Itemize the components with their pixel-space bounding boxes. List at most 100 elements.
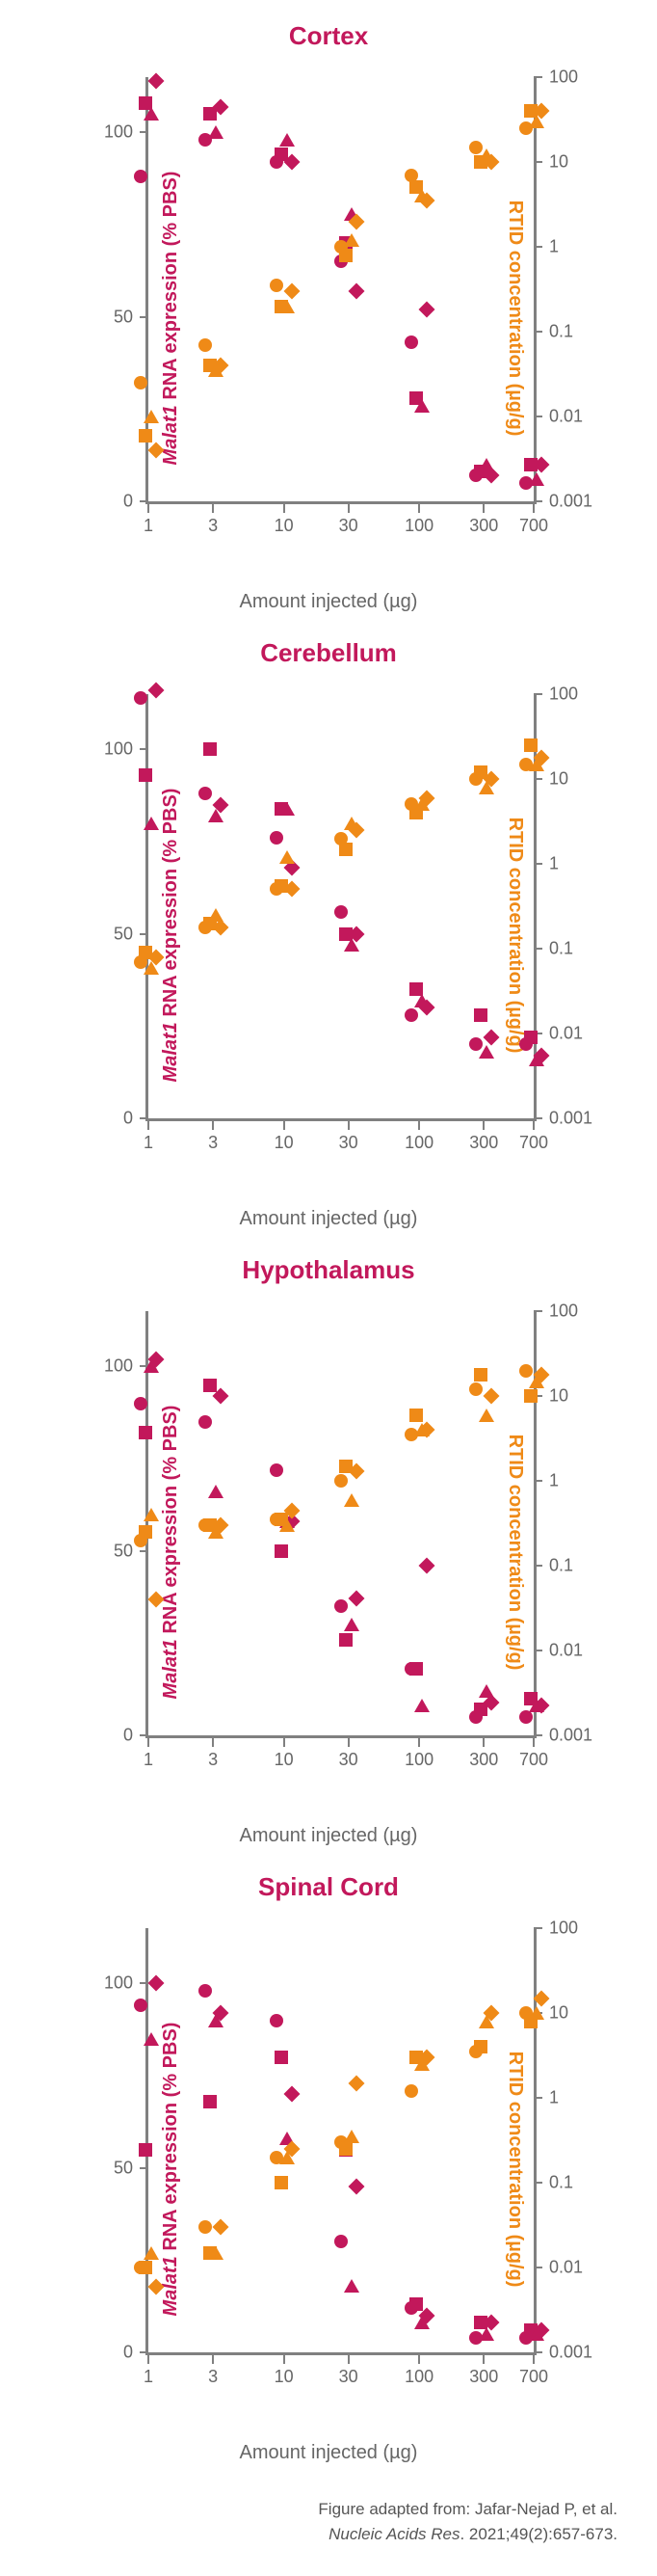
x-tick-label: 30 <box>339 516 358 536</box>
malat1-point <box>479 1045 494 1059</box>
malat1-point <box>139 768 152 782</box>
axes-frame: 1310301003007000501000.0010.010.1110100 <box>145 1928 537 2355</box>
x-tick-label: 300 <box>469 1133 498 1153</box>
plot-area: 1310301003007000501000.0010.010.1110100 <box>145 1928 531 2352</box>
malat1-point <box>529 472 544 486</box>
malat1-point <box>148 683 165 699</box>
y-right-tick-label: 0.01 <box>549 407 583 427</box>
x-tick-label: 100 <box>405 1750 434 1770</box>
malat1-point <box>409 2297 423 2311</box>
x-tick-label: 10 <box>275 1750 294 1770</box>
malat1-point <box>198 1984 212 1998</box>
rtid-point <box>479 1409 494 1422</box>
malat1-point <box>484 1029 500 1045</box>
y-left-tick-label: 50 <box>114 307 133 327</box>
rtid-point <box>344 233 359 247</box>
rtid-point <box>139 1525 152 1539</box>
malat1-point <box>203 2095 217 2108</box>
x-tick-label: 3 <box>208 516 218 536</box>
chart-hypothalamus: HypothalamusMalat1 RNA expression (% PBS… <box>39 1263 618 1841</box>
x-tick-label: 700 <box>519 1750 548 1770</box>
malat1-point <box>148 72 165 89</box>
y-right-tick-label: 10 <box>549 152 568 173</box>
axes-frame: 1310301003007000501000.0010.010.1110100 <box>145 77 537 504</box>
y-left-tick-label: 0 <box>123 492 133 512</box>
rtid-point <box>283 283 300 300</box>
plot-area: 1310301003007000501000.0010.010.1110100 <box>145 694 531 1118</box>
axes-frame: 1310301003007000501000.0010.010.1110100 <box>145 694 537 1121</box>
x-tick-label: 1 <box>144 1133 153 1153</box>
y-right-tick-label: 0.001 <box>549 492 592 512</box>
x-tick-label: 300 <box>469 516 498 536</box>
malat1-point <box>414 1699 430 1712</box>
x-tick-label: 1 <box>144 1750 153 1770</box>
rtid-point <box>198 338 212 352</box>
malat1-point <box>339 1633 353 1647</box>
malat1-point <box>144 817 159 830</box>
y-right-tick-label: 0.01 <box>549 1024 583 1044</box>
malat1-point <box>524 1031 538 1044</box>
rtid-point <box>405 2084 418 2098</box>
x-tick-label: 3 <box>208 2367 218 2387</box>
y-right-tick-label: 100 <box>549 1301 578 1322</box>
rtid-point <box>279 850 295 864</box>
chart-cortex: CortexMalat1 RNA expression (% PBS)RTID … <box>39 29 618 607</box>
chart-title: Spinal Cord <box>39 1872 618 1902</box>
credit-line-1: Figure adapted from: Jafar-Nejad P, et a… <box>39 2497 618 2522</box>
x-tick-label: 30 <box>339 2367 358 2387</box>
malat1-point <box>348 2178 364 2194</box>
y-right-tick-label: 100 <box>549 684 578 705</box>
credit-journal: Nucleic Acids Res <box>328 2525 460 2543</box>
malat1-point <box>279 802 295 816</box>
rtid-point <box>334 1474 348 1488</box>
credit-line-2: Nucleic Acids Res. 2021;49(2):657-673. <box>39 2522 618 2547</box>
malat1-point <box>198 787 212 800</box>
y-right-tick-label: 1 <box>549 1471 559 1491</box>
rtid-point <box>139 2261 152 2274</box>
plot-area: 1310301003007000501000.0010.010.1110100 <box>145 77 531 501</box>
malat1-point <box>474 1008 487 1022</box>
malat1-point <box>334 905 348 919</box>
rtid-point <box>134 376 147 389</box>
y-left-tick-label: 50 <box>114 2158 133 2178</box>
chart-cerebellum: CerebellumMalat1 RNA expression (% PBS)R… <box>39 646 618 1224</box>
y-left-tick-label: 50 <box>114 924 133 944</box>
malat1-point <box>275 1544 288 1558</box>
rtid-point <box>144 1508 159 1521</box>
malat1-point <box>134 1999 147 2012</box>
y-right-tick-label: 100 <box>549 1919 578 1939</box>
y-right-tick-label: 0.01 <box>549 2258 583 2278</box>
plot-area: 1310301003007000501000.0010.010.1110100 <box>145 1311 531 1735</box>
chart-title: Hypothalamus <box>39 1255 618 1285</box>
rtid-point <box>534 1990 550 2006</box>
malat1-point <box>270 2014 283 2027</box>
rtid-point <box>339 2142 353 2156</box>
y-right-tick-label: 1 <box>549 2088 559 2108</box>
rtid-point <box>208 2246 223 2260</box>
rtid-point <box>469 1382 483 1396</box>
figure-credit: Figure adapted from: Jafar-Nejad P, et a… <box>39 2497 618 2546</box>
rtid-point <box>339 249 353 262</box>
y-left-tick-label: 100 <box>104 1973 133 1994</box>
y-right-tick-label: 0.001 <box>549 1109 592 1129</box>
y-right-tick-label: 0.1 <box>549 939 573 959</box>
malat1-point <box>208 1485 223 1498</box>
malat1-point <box>414 399 430 413</box>
x-tick-label: 300 <box>469 1750 498 1770</box>
y-right-tick-label: 0.01 <box>549 1641 583 1661</box>
rtid-point <box>484 1388 500 1405</box>
malat1-point <box>270 1463 283 1477</box>
y-left-tick-label: 100 <box>104 1356 133 1377</box>
x-tick-label: 3 <box>208 1133 218 1153</box>
malat1-point <box>334 1599 348 1613</box>
malat1-point <box>134 170 147 183</box>
malat1-point <box>139 2143 152 2157</box>
x-axis-label: Amount injected (µg) <box>39 1208 618 1230</box>
y-right-tick-label: 0.001 <box>549 2343 592 2363</box>
malat1-point <box>344 1618 359 1631</box>
y-left-tick-label: 0 <box>123 2343 133 2363</box>
rtid-point <box>344 1493 359 1507</box>
rtid-point <box>148 443 165 459</box>
y-right-tick-label: 1 <box>549 237 559 257</box>
chart-title: Cortex <box>39 21 618 51</box>
